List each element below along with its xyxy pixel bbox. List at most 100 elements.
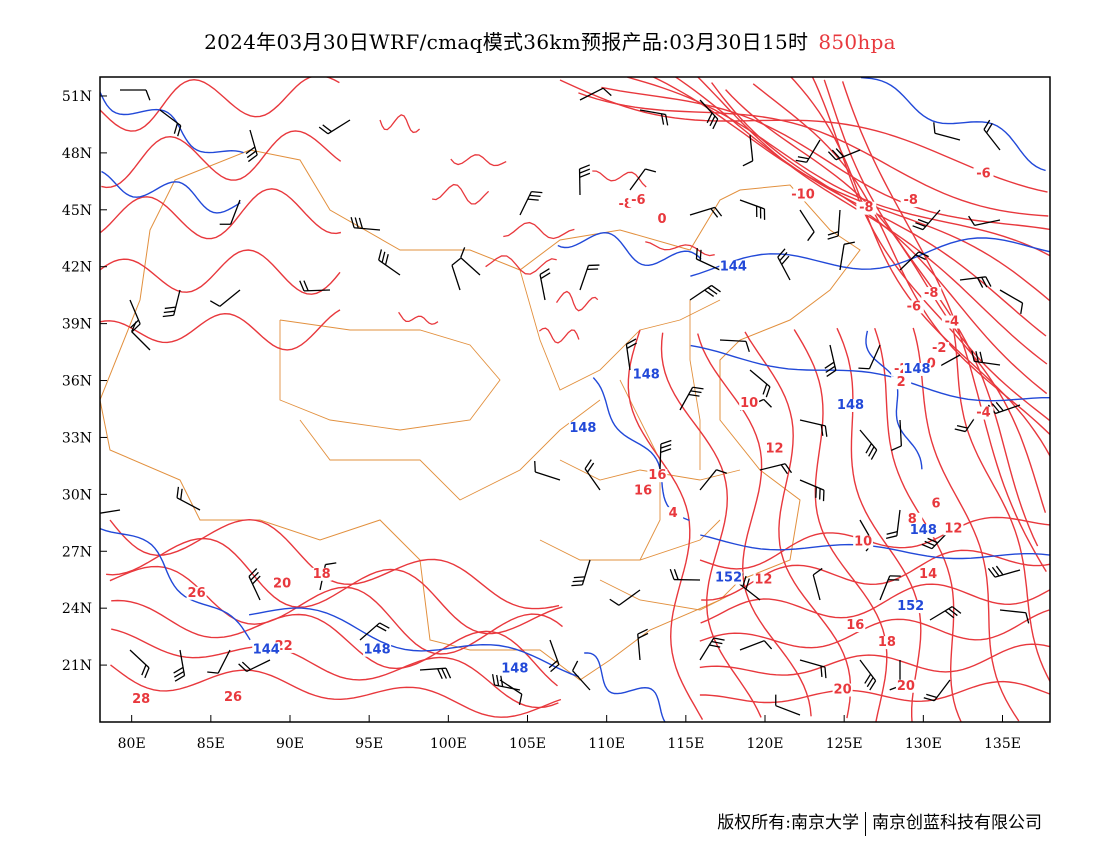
province-boundary bbox=[689, 300, 701, 470]
isotherm bbox=[559, 79, 1048, 193]
wind-barb bbox=[999, 609, 1030, 624]
temperature-label: -8 bbox=[859, 201, 873, 216]
temperature-label-bg bbox=[832, 683, 853, 697]
temperature-label-bg bbox=[876, 636, 897, 650]
isotherm bbox=[379, 114, 421, 134]
wind-barb bbox=[858, 344, 881, 370]
temperature-label: -2 bbox=[932, 341, 946, 356]
map-frame bbox=[99, 76, 1051, 723]
temperature-label-bg bbox=[652, 213, 673, 227]
temperature-label-bg bbox=[853, 535, 874, 549]
lat-tick-label: 30N bbox=[62, 487, 92, 503]
temperature-label-bg bbox=[856, 201, 877, 215]
wind-barb bbox=[759, 463, 793, 475]
height-contour bbox=[557, 231, 702, 267]
wind-barb bbox=[534, 460, 561, 481]
height-contour bbox=[865, 330, 923, 470]
temperature-label: 16 bbox=[634, 483, 652, 498]
temperature-label: 26 bbox=[188, 586, 206, 601]
height-contour bbox=[100, 527, 251, 641]
lon-tick-label: 95E bbox=[355, 736, 383, 752]
height-label: 148 bbox=[569, 421, 596, 436]
isotherm bbox=[952, 326, 1050, 683]
isotherm bbox=[111, 599, 558, 687]
copyright-text: 版权所有:南京大学 bbox=[717, 813, 859, 833]
wind-barb bbox=[749, 369, 771, 398]
wind-barb bbox=[299, 280, 331, 292]
temperature-label-bg bbox=[764, 442, 785, 456]
height-label: 144 bbox=[720, 260, 747, 275]
lat-tick-label: 33N bbox=[62, 430, 92, 446]
wind-barb bbox=[219, 199, 241, 225]
wind-barb bbox=[248, 568, 261, 601]
lat-tick-label: 21N bbox=[62, 658, 92, 674]
wind-barb bbox=[971, 350, 1001, 366]
isotherm bbox=[836, 327, 922, 722]
lon-tick-label: 100E bbox=[430, 736, 467, 752]
footer-divider bbox=[865, 811, 866, 836]
title-text: 2024年03月30日WRF/cmaq模式36km预报产品:03月30日15时 bbox=[204, 30, 809, 54]
temperature-label: -4 bbox=[945, 315, 959, 330]
lon-tick-label: 130E bbox=[905, 736, 942, 752]
wind-barb bbox=[176, 486, 201, 511]
temperature-label: -8 bbox=[903, 193, 917, 208]
wind-barb bbox=[739, 199, 766, 220]
wind-barb bbox=[519, 190, 543, 216]
wind-barb bbox=[933, 122, 961, 141]
wind-barb bbox=[499, 679, 523, 706]
wind-barb bbox=[572, 660, 591, 691]
wind-barb bbox=[159, 109, 182, 137]
wind-barb bbox=[987, 401, 1021, 415]
isotherm bbox=[432, 183, 490, 205]
lon-tick-label: 135E bbox=[984, 736, 1021, 752]
lon-tick-label: 125E bbox=[826, 736, 863, 752]
wind-barb bbox=[162, 289, 181, 318]
wind-barb bbox=[609, 589, 641, 606]
lat-tick-label: 45N bbox=[62, 203, 92, 219]
temperature-label: -10 bbox=[791, 187, 815, 202]
temperature-label: 16 bbox=[648, 468, 666, 483]
height-label-bg bbox=[568, 421, 597, 435]
height-label: 148 bbox=[837, 398, 864, 413]
footer: 版权所有:南京大学 南京创蓝科技有限公司 bbox=[717, 808, 1042, 836]
temperature-label: -6 bbox=[631, 193, 645, 208]
wind-barb bbox=[689, 206, 723, 218]
height-label: 148 bbox=[364, 643, 391, 658]
wind-barb bbox=[912, 209, 941, 231]
wind-barb bbox=[795, 139, 821, 163]
height-label: 148 bbox=[910, 523, 937, 538]
temperature-label: 18 bbox=[878, 635, 896, 650]
wind-barb bbox=[491, 674, 521, 691]
wind-barb bbox=[131, 321, 151, 351]
wind-barb bbox=[350, 216, 381, 231]
wind-barb bbox=[923, 679, 951, 702]
wind-barb bbox=[824, 344, 837, 377]
height-label-bg bbox=[363, 643, 392, 657]
lat-tick-label: 42N bbox=[62, 260, 92, 276]
wind-barb bbox=[120, 89, 151, 101]
isotherm bbox=[601, 86, 1050, 231]
wind-barb bbox=[669, 568, 701, 581]
wind-barb bbox=[625, 338, 637, 371]
temperature-label: 2 bbox=[897, 375, 906, 390]
wind-barb bbox=[639, 109, 669, 126]
isotherm bbox=[744, 331, 852, 719]
isotherm bbox=[450, 154, 507, 167]
wind-barb bbox=[419, 667, 452, 680]
height-label: 148 bbox=[903, 362, 930, 377]
temperature-label: 10 bbox=[740, 396, 758, 411]
temperature-contours bbox=[100, 77, 1050, 722]
lon-tick-label: 80E bbox=[118, 736, 146, 752]
isotherm bbox=[696, 77, 1048, 365]
temperature-label: 26 bbox=[224, 690, 242, 705]
wind-barb bbox=[579, 87, 612, 101]
height-label: 152 bbox=[897, 599, 924, 614]
temperature-label-bg bbox=[943, 522, 964, 536]
latitude-axis: 51N 48N 45N 42N 39N 36N 33N 30N 27N 24N 21N bbox=[62, 89, 107, 674]
lat-tick-label: 51N bbox=[62, 89, 92, 105]
wind-barb bbox=[245, 129, 258, 163]
isotherm bbox=[645, 241, 715, 257]
temperature-label-bg bbox=[739, 397, 760, 411]
temperature-label: 4 bbox=[669, 506, 678, 521]
isotherm bbox=[503, 221, 575, 240]
